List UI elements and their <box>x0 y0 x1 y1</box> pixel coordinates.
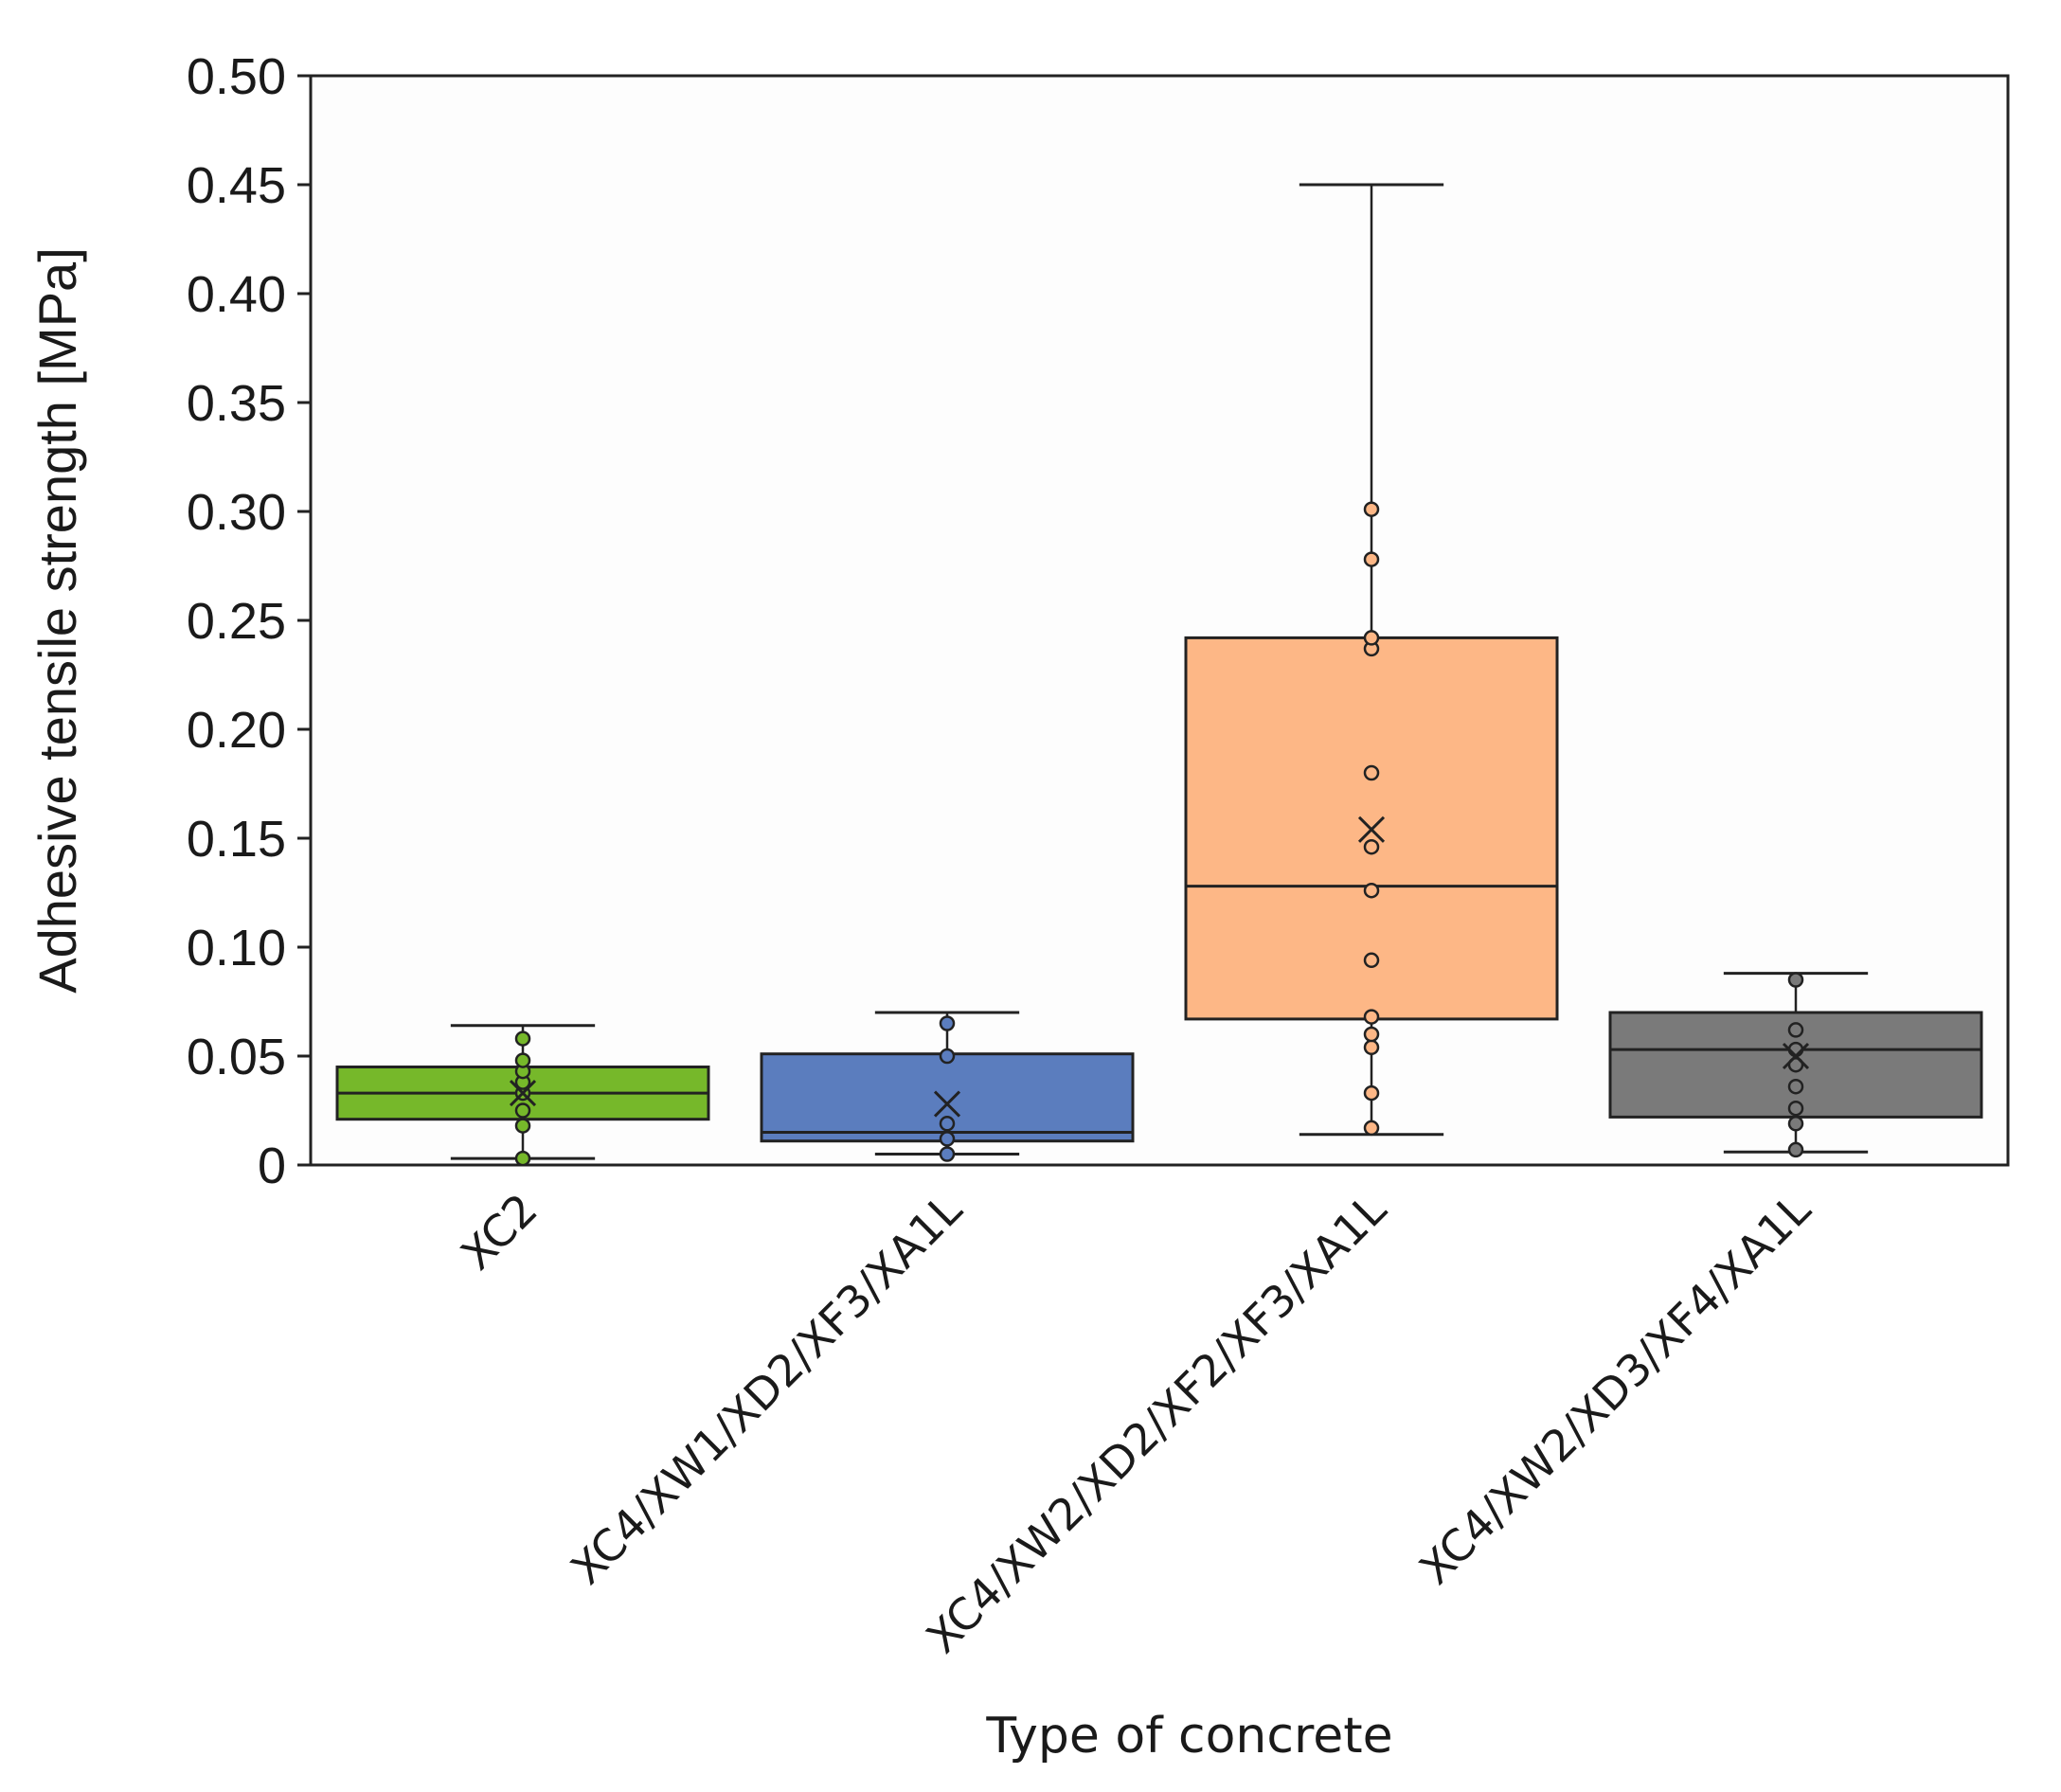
data-point <box>1787 1100 1804 1117</box>
data-point <box>1363 1084 1380 1102</box>
mean-marker <box>1782 1042 1810 1070</box>
x-category-label: XC4/XW2/XD2/XF2/XF3/XA1L <box>917 1183 1396 1662</box>
box-series <box>1608 972 1983 1158</box>
data-point <box>514 1030 531 1047</box>
x-category-label: XC2 <box>451 1184 547 1281</box>
data-point <box>1363 630 1380 646</box>
box-series <box>1184 183 1559 1137</box>
data-point <box>1363 501 1380 517</box>
x-axis-labels: XC2 XC4/XW1/XD2/XF3/XA1LXC4/XW2/XD2/XF2/X… <box>451 1183 1820 1662</box>
y-tick-label: 0.35 <box>187 375 286 432</box>
box-series <box>760 1011 1135 1162</box>
data-point <box>1363 838 1380 855</box>
data-point <box>1787 1022 1804 1038</box>
data-point <box>939 1116 956 1132</box>
y-tick-label: 0 <box>258 1138 286 1194</box>
data-point <box>1787 1078 1804 1095</box>
data-point <box>1787 1116 1804 1132</box>
data-point <box>1787 1056 1804 1073</box>
mean-marker-stroke <box>1782 1042 1810 1070</box>
data-point <box>514 1118 531 1134</box>
box-series <box>335 1024 710 1167</box>
y-tick-label: 0.40 <box>187 266 286 323</box>
data-point <box>939 1015 956 1031</box>
data-point <box>1787 1141 1804 1158</box>
data-point <box>1363 882 1380 899</box>
data-point <box>514 1052 531 1068</box>
data-point <box>939 1048 956 1065</box>
y-tick-label: 0.50 <box>187 48 286 105</box>
data-point <box>1363 1026 1380 1043</box>
y-axis-title: Adhesive tensile strength [MPa] <box>27 247 87 994</box>
data-point <box>514 1102 531 1119</box>
x-category-label: XC4/XW2/XD3/XF4/XA1L <box>1409 1183 1820 1594</box>
y-tick-label: 0.15 <box>187 811 286 868</box>
x-category-label: XC4/XW1/XD2/XF3/XA1L <box>561 1183 972 1594</box>
mean-marker <box>933 1090 961 1118</box>
y-tick-label: 0.30 <box>187 484 286 541</box>
mean-marker <box>509 1080 537 1107</box>
y-tick-label: 0.45 <box>187 157 286 214</box>
data-point <box>1363 1120 1380 1137</box>
y-axis-ticks: 0 0.05 0.10 0.15 0.20 0.25 0.30 0.35 0.40 0.45 0.5… <box>187 48 311 1194</box>
mean-marker-stroke <box>509 1080 537 1107</box>
box-group <box>335 183 1983 1167</box>
y-tick-label: 0.05 <box>187 1029 286 1085</box>
data-point <box>1363 1039 1380 1056</box>
data-point <box>939 1146 956 1162</box>
y-tick-label: 0.20 <box>187 702 286 759</box>
y-tick-label: 0.10 <box>187 920 286 977</box>
mean-marker <box>1357 815 1386 843</box>
data-point <box>1363 764 1380 781</box>
x-axis-title: Type of concrete <box>985 1708 1392 1765</box>
y-tick-label: 0.25 <box>187 593 286 650</box>
mean-marker-stroke <box>1357 815 1386 843</box>
data-point <box>1363 551 1380 567</box>
data-point <box>514 1150 531 1167</box>
plot-area <box>309 74 2010 1167</box>
mean-marker-stroke <box>933 1090 961 1118</box>
data-point <box>1787 972 1804 988</box>
data-point <box>939 1131 956 1147</box>
data-point <box>1363 952 1380 969</box>
data-point <box>1363 1009 1380 1025</box>
